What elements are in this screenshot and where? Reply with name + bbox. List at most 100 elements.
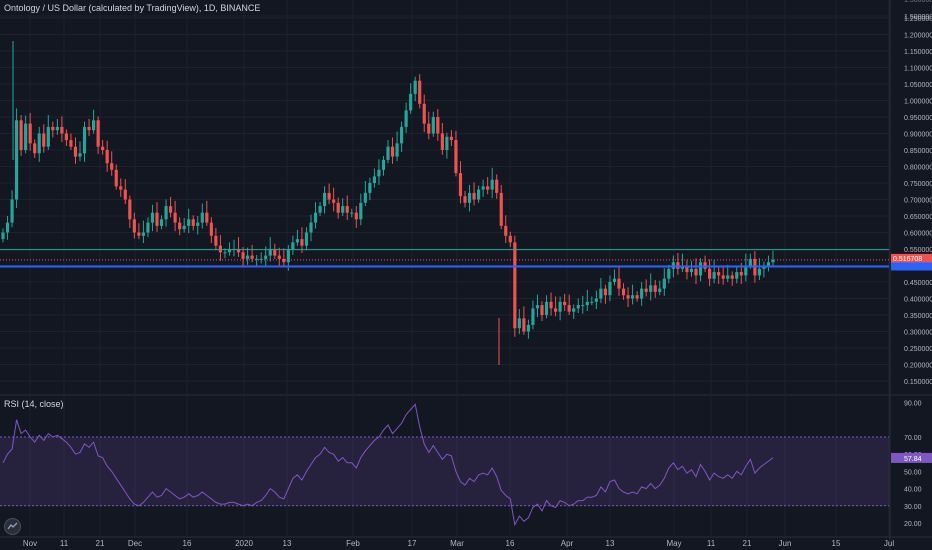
candle-body: [304, 232, 309, 246]
candle-body: [146, 222, 150, 233]
candle-body: [513, 242, 517, 329]
candle-body: [472, 192, 476, 200]
candle-body: [277, 255, 281, 259]
time-tick-label: 2020: [235, 539, 253, 548]
rsi-tick-label: 40.00: [904, 487, 922, 494]
candle-body: [422, 103, 426, 124]
candle-body: [390, 146, 395, 157]
candle-body: [612, 278, 617, 282]
candle-body: [92, 120, 96, 131]
candle-body: [653, 285, 657, 292]
candle-body: [400, 126, 404, 144]
candle-body: [128, 199, 132, 220]
candle-body: [214, 235, 218, 246]
candle-body: [599, 288, 603, 299]
candle-body: [626, 295, 630, 299]
candle-body: [631, 295, 635, 299]
candle-body: [748, 258, 752, 266]
candle-body: [744, 265, 748, 276]
candle-body: [169, 206, 173, 213]
time-tick-label: Nov: [23, 539, 37, 548]
candle-body: [531, 308, 535, 325]
candle-body: [381, 159, 386, 170]
rsi-tick-label: 20.00: [904, 521, 922, 528]
price-tick-label: 0.400000: [904, 297, 932, 304]
candle-body: [689, 268, 694, 273]
horizontal-lines: [0, 249, 889, 268]
candle-body: [581, 305, 585, 307]
candle-body: [377, 169, 381, 177]
time-tick-label: 17: [408, 539, 417, 548]
candle-body: [55, 126, 59, 131]
candle-body: [60, 126, 64, 134]
chart-title: Ontology / US Dollar (calculated by Trad…: [4, 3, 261, 13]
candle-body: [1, 232, 5, 240]
candle-body: [508, 235, 512, 243]
candle-body: [621, 288, 626, 296]
candle-body: [757, 268, 761, 276]
rsi-tick-label: 70.00: [904, 435, 922, 442]
candle-body: [499, 192, 503, 226]
candle-body: [218, 245, 222, 253]
time-tick-label: 16: [183, 539, 192, 548]
candle-body: [327, 192, 331, 200]
candle-body: [726, 275, 730, 279]
candle-body: [268, 249, 272, 256]
tradingview-logo-icon[interactable]: [4, 518, 21, 535]
candle-body: [150, 212, 155, 223]
price-tick-label: 0.300000: [904, 330, 932, 337]
candle-body: [87, 126, 91, 131]
price-tick-label: 1.000000: [904, 99, 932, 106]
price-tick-label: 0.750000: [904, 181, 932, 188]
price-tick-label: 0.900000: [904, 132, 932, 139]
candle-body: [286, 249, 290, 263]
candle-body: [481, 186, 485, 190]
time-tick-label: May: [666, 539, 681, 548]
candle-body: [345, 206, 349, 213]
candle-body: [535, 305, 540, 309]
price-tick-label: 0.450000: [904, 280, 932, 287]
price-tick-label: 0.950000: [904, 115, 932, 122]
candle-body: [250, 255, 254, 259]
candle-body: [590, 301, 594, 303]
candle-body: [431, 117, 435, 134]
candle-body: [576, 305, 580, 309]
candle-body: [540, 305, 544, 315]
candle-body: [685, 265, 689, 273]
candle-body: [318, 206, 322, 213]
candle-body: [572, 308, 576, 312]
price-tick-label: 1.200000: [904, 33, 932, 40]
candle-body: [132, 219, 136, 233]
candle-body: [313, 212, 318, 223]
candle-body: [155, 212, 159, 226]
candle-body: [137, 232, 141, 236]
candle-body: [282, 258, 286, 263]
time-tick-label: 13: [283, 539, 292, 548]
price-tick-label: 1.050000: [904, 82, 932, 89]
candle-body: [486, 186, 490, 190]
candle-body: [223, 252, 227, 254]
candle-body: [608, 282, 612, 296]
price-tick-label: 0.250000: [904, 346, 932, 353]
time-tick-label: 21: [96, 539, 105, 548]
price-tick-label: 1.150000: [904, 49, 932, 56]
candle-body: [332, 199, 336, 203]
candle-body: [300, 239, 304, 246]
price-tick-label: 0.650000: [904, 214, 932, 221]
candle-body: [467, 192, 472, 203]
candle-body: [5, 222, 10, 233]
candle-body: [178, 222, 182, 230]
price-axis: 1.5000001.2500001.2000001.1500001.100000…: [891, 0, 932, 528]
candle-body: [658, 288, 662, 292]
candle-body: [341, 206, 345, 213]
candle-body: [504, 225, 508, 236]
price-candles: [1, 41, 775, 365]
candle-body: [19, 120, 23, 150]
candle-body: [114, 169, 118, 187]
candle-body: [241, 252, 245, 259]
candle-body: [105, 150, 109, 164]
candle-body: [141, 232, 145, 236]
time-tick-label: 11: [707, 539, 716, 548]
candle-body: [386, 146, 390, 160]
price-tick-label: 0.350000: [904, 313, 932, 320]
